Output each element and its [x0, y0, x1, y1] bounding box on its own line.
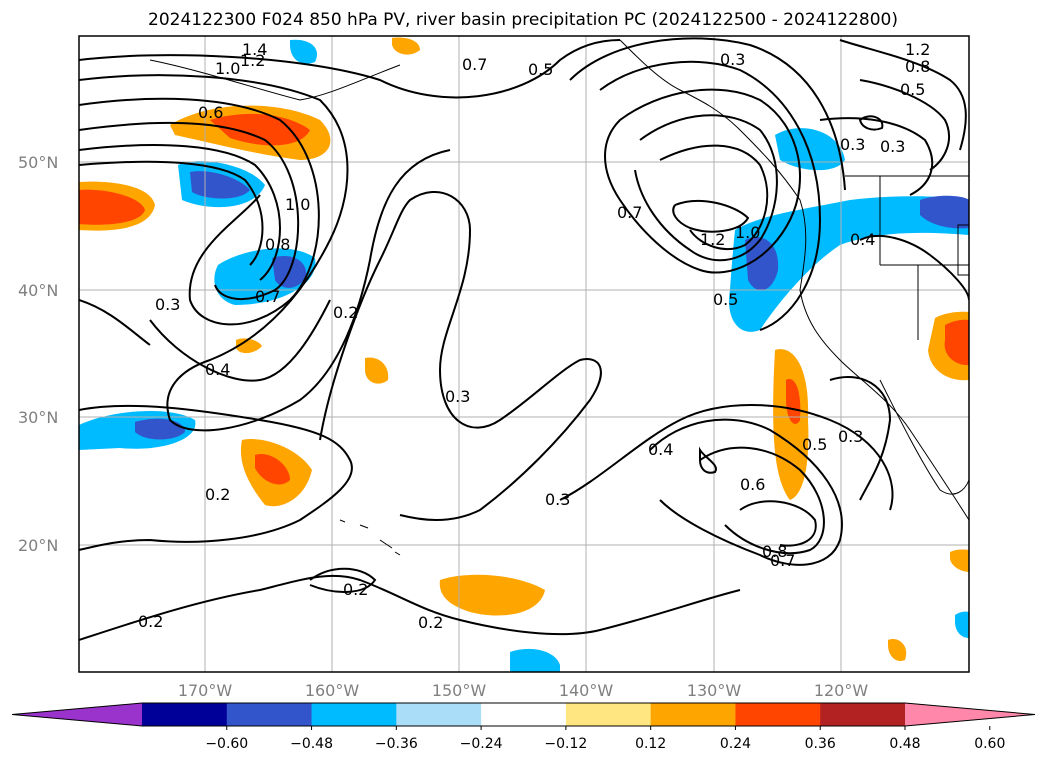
contour-label: 1.2	[240, 51, 265, 70]
contour-label: 0.2	[205, 485, 230, 504]
precip-neg-6-core	[920, 195, 969, 229]
contour-label: 1.0	[285, 195, 310, 214]
colorbar-tick-label: −0.48	[290, 736, 333, 752]
lon-label: 170°W	[178, 681, 233, 700]
precip-neg-4	[510, 648, 560, 672]
colorbar-segment	[226, 703, 313, 726]
precip-pos-7	[392, 37, 420, 55]
precip-pos-9	[950, 549, 969, 572]
contour-label: 0.3	[155, 295, 180, 314]
contour-label: 0.3	[545, 490, 570, 509]
precip-pos-2-core	[255, 454, 290, 485]
precip-pos-nw-core	[210, 113, 310, 146]
contour-label: 0.3	[720, 50, 745, 69]
lon-label: 150°W	[432, 681, 487, 700]
lon-label: 130°W	[687, 681, 742, 700]
contour-label: 1.2	[700, 230, 725, 249]
precip-pos-8	[888, 639, 907, 661]
colorbar-tick-label: −0.24	[460, 736, 503, 752]
colorbar-tick-label: −0.12	[544, 736, 587, 752]
precip-pos-west-core	[79, 189, 145, 225]
contour-label: 1.0	[215, 59, 240, 78]
lon-label: 120°W	[814, 681, 869, 700]
contour-label: 0.7	[617, 203, 642, 222]
colorbar-tick-label: −0.60	[205, 736, 248, 752]
colorbar-segment	[650, 703, 736, 726]
colorbar-segment	[142, 703, 228, 726]
precip-neg-5	[729, 196, 969, 332]
contour-label: 1.4	[242, 40, 267, 59]
colorbar-tick-label: 0.60	[974, 736, 1005, 752]
pv-contours	[79, 37, 969, 641]
contour-label: 0.7	[770, 551, 795, 570]
contour-label: 0.4	[850, 230, 875, 249]
contour-label: 0.5	[713, 290, 738, 309]
lon-label: 140°W	[559, 681, 614, 700]
colorbar-tick-label: −0.36	[375, 736, 418, 752]
contour-label: 0.3	[840, 135, 865, 154]
lon-labels: 170°W 160°W 150°W 140°W 130°W 120°W	[178, 681, 869, 700]
colorbar-segment	[481, 703, 567, 726]
precip-neg-7	[290, 39, 318, 64]
contour-label: 0.5	[900, 80, 925, 99]
precip-neg-5-core	[745, 237, 779, 291]
contour-label: 0.2	[333, 303, 358, 322]
contour-label: 0.2	[138, 612, 163, 631]
lat-label: 40°N	[18, 281, 58, 300]
contour-label: 0.8	[265, 235, 290, 254]
precip-pos-5	[773, 349, 809, 500]
contour-label: 0.2	[343, 580, 368, 599]
contour-label: 0.6	[740, 475, 765, 494]
contour-label: 1.0	[735, 223, 760, 242]
coastlines	[149, 39, 969, 556]
colorbar-tick-label: 0.36	[805, 736, 836, 752]
colorbar-outline	[11, 702, 1036, 727]
precip-pos-3	[439, 574, 545, 616]
colorbar-tick-label: 0.48	[889, 736, 920, 752]
colorbar-extend-high	[905, 703, 1035, 726]
contour-label: 0.7	[255, 287, 280, 306]
contour-label: 0.7	[462, 55, 487, 74]
colorbar-segment	[311, 703, 397, 726]
precip-neg-3-core	[135, 418, 185, 440]
map-title: 2024122300 F024 850 hPa PV, river basin …	[148, 10, 898, 30]
colorbar-segment	[820, 703, 906, 726]
map-frame	[78, 35, 970, 673]
contour-label: 1.2	[905, 40, 930, 59]
colorbar-tick-label: 0.12	[635, 736, 666, 752]
contour-label: 0.5	[528, 60, 553, 79]
colorbar: −0.60 −0.48 −0.36 −0.24 −0.12 0.12 0.24 0.36 0.4…	[11, 702, 1036, 752]
colorbar-segment	[735, 703, 821, 726]
map-content	[79, 36, 969, 672]
contour-label: 0.3	[838, 427, 863, 446]
contour-labels: 1.4 1.2 1.0 0.7 0.5 0.3 1.2 0.8 0.5 0.6 …	[138, 40, 930, 632]
colorbar-segment	[396, 703, 482, 726]
contour-label: 0.5	[802, 435, 827, 454]
colorbar-segment	[565, 703, 652, 726]
colorbar-tick-label: 0.24	[720, 736, 751, 752]
lat-label: 20°N	[18, 536, 58, 555]
lat-label: 50°N	[18, 153, 58, 172]
lon-label: 160°W	[305, 681, 360, 700]
precip-pos-6-core	[944, 319, 969, 366]
contour-label: 0.4	[648, 440, 673, 459]
lat-labels: 50°N 40°N 30°N 20°N	[18, 153, 58, 555]
contour-label: 0.6	[198, 103, 223, 122]
contour-label: 0.2	[418, 613, 443, 632]
contour-label: 0.8	[905, 57, 930, 76]
precip-pos-5-core	[786, 379, 801, 424]
precip-pos-10	[236, 338, 262, 354]
contour-label: 0.4	[205, 360, 230, 379]
colorbar-extend-low	[12, 703, 142, 726]
contour-label: 0.3	[445, 387, 470, 406]
precip-pos-4	[365, 357, 389, 384]
contour-label: 0.8	[762, 542, 787, 561]
precip-neg-8	[955, 611, 969, 638]
contour-label: 0.3	[880, 137, 905, 156]
lat-label: 30°N	[18, 408, 58, 427]
